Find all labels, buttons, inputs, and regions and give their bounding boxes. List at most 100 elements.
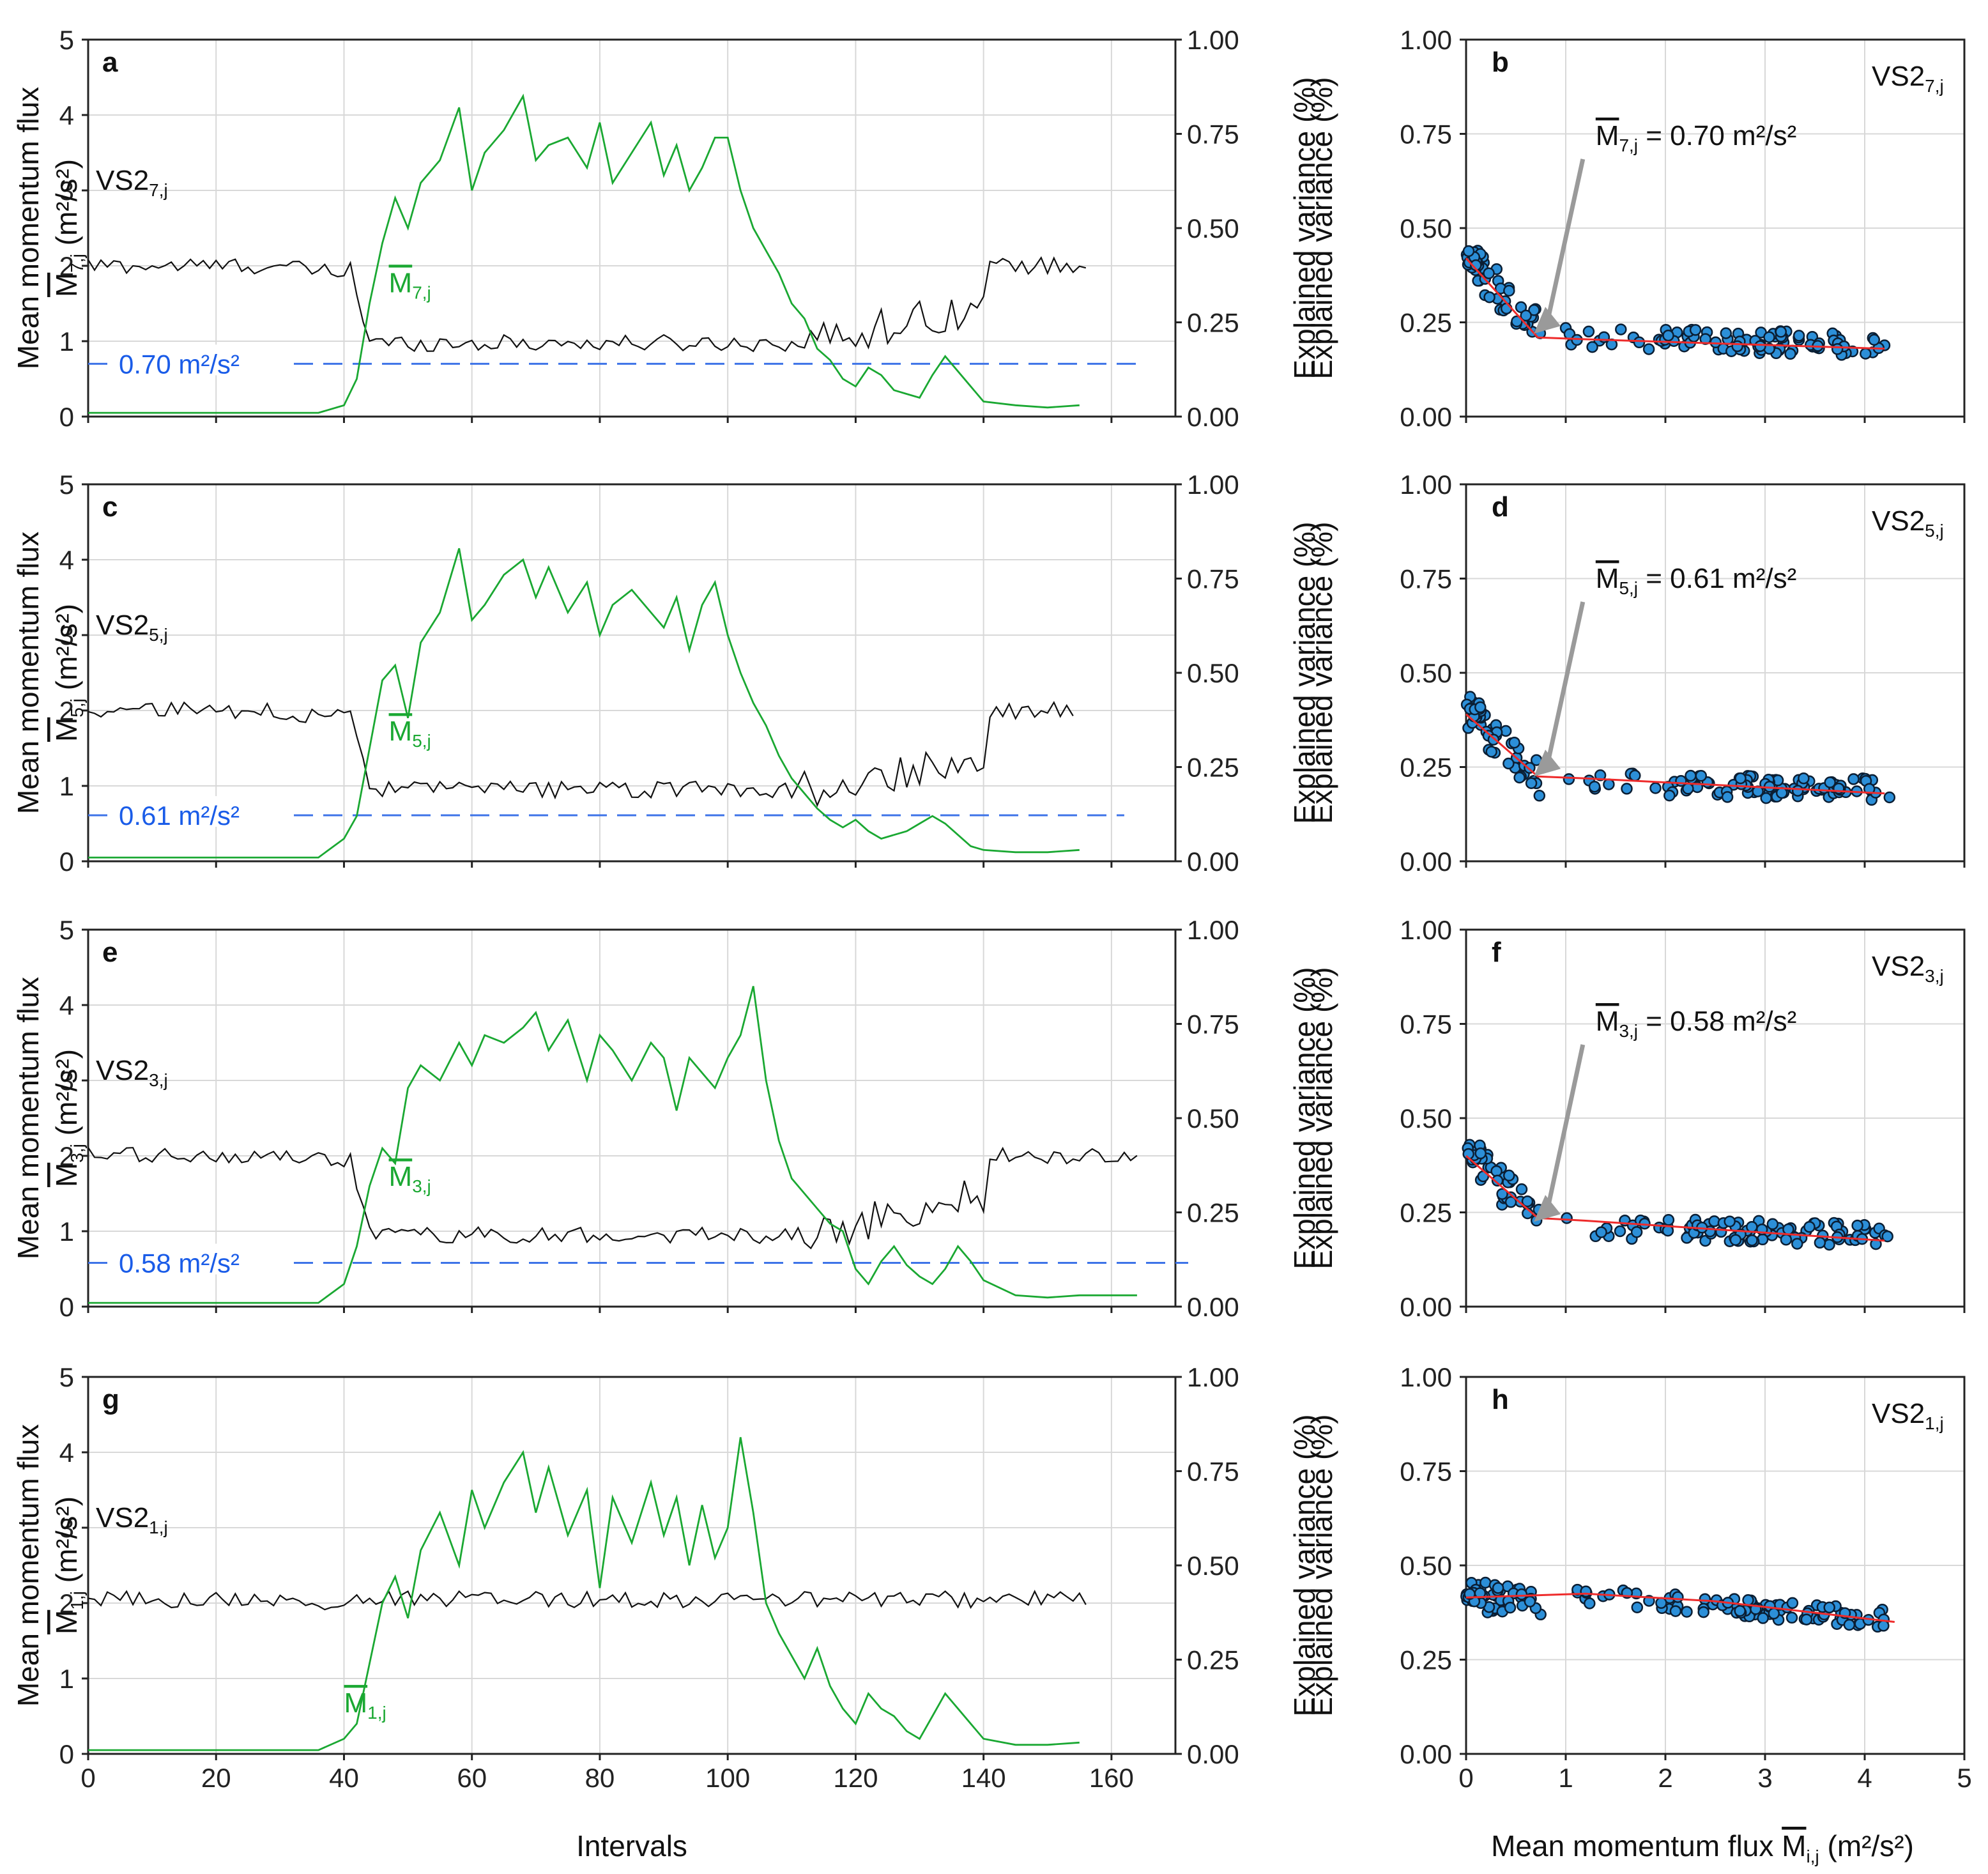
vs2-label: VS23,j [96,1055,168,1090]
y-tick-label: 0 [59,847,74,877]
scatter-point [1504,1196,1517,1208]
y-axis-label: Mean momentum flux [11,532,45,814]
mean-flux-line [88,986,1137,1304]
y-tick-label: 1 [59,326,74,357]
scatter-point [1630,1226,1643,1238]
scatter-point [1681,1606,1693,1618]
vs2-label: VS21,j [96,1502,168,1537]
y-tick-label: 1 [59,1664,74,1694]
y2-tick-label: 0.00 [1187,1739,1239,1769]
panel-letter: h [1492,1384,1509,1415]
scatter-point [1629,769,1641,782]
scatter-point [1462,245,1475,257]
y-tick-label: 3 [59,176,74,206]
scatter-point [1642,343,1655,355]
scatter-point [1675,775,1687,787]
x-tick-label: 140 [961,1763,1006,1793]
x-tick-label: 160 [1089,1763,1134,1793]
scatter-point [1594,769,1607,781]
vs2-label: VS23,j [1872,951,1944,986]
y-axis-label: Mean momentum flux [11,1424,45,1707]
scatter-point [1786,1597,1799,1609]
scatter-point [1474,1147,1487,1160]
scatter-point [1695,769,1708,782]
vs2-label: VS27,j [1872,61,1944,96]
y-tick-label: 0.25 [1400,308,1452,338]
panel-letter: e [102,937,118,968]
scatter-point [1843,1618,1856,1631]
y2-tick-label: 0.50 [1187,658,1239,688]
scatter-point [1780,1233,1793,1246]
annotation-arrow [1545,158,1586,320]
scatter-point [1520,309,1532,322]
y-tick-label: 0.75 [1400,564,1452,594]
x-tick-label: 60 [457,1763,487,1793]
y-axis-label: Explained variance (%) [1305,967,1338,1269]
x-axis-label: Intervals [576,1829,687,1862]
mean-flux-line [88,548,1080,859]
scatter-point [1757,1612,1769,1624]
y-axis-label: M1,j (m²/s²) [50,1496,87,1634]
plot-frame [87,1376,1177,1755]
y2-axis-label: Explained variance (%) [1288,967,1321,1269]
y-tick-label: 4 [59,990,74,1020]
y-tick-label: 1.00 [1400,470,1452,500]
mean-flux-label: M1,j [344,1687,386,1723]
scatter-point [1754,340,1766,352]
y2-tick-label: 0.25 [1187,753,1239,783]
x-tick-label: 0 [1458,1763,1473,1793]
scatter-point [1689,324,1702,336]
scatter-point [1621,783,1633,795]
y2-axis-label: Explained variance (%) [1288,1414,1321,1716]
mean-flux-line [88,1437,1080,1751]
y-tick-label: 5 [59,25,74,55]
scatter-point [1663,789,1676,802]
scatter-point [1533,790,1546,802]
scatter-point [1649,782,1662,794]
scatter-point [1793,330,1805,342]
scatter-point [1697,1606,1709,1618]
y-tick-label: 0 [59,1292,74,1322]
scatter-point [1524,1595,1536,1608]
y-tick-label: 0.50 [1400,213,1452,243]
x-tick-label: 0 [80,1763,95,1793]
y-tick-label: 0.25 [1400,753,1452,783]
scatter-point [1496,1188,1508,1200]
scatter-point [1782,1223,1794,1236]
y-tick-label: 4 [59,100,74,130]
threshold-label: 0.70 m²/s² [119,349,240,379]
scatter-point [1631,1601,1644,1613]
y-tick-label: 2 [59,696,74,726]
y2-tick-label: 0.50 [1187,1103,1239,1133]
x-tick-label: 4 [1857,1763,1872,1793]
y-tick-label: 1 [59,1217,74,1247]
scatter-point [1724,1215,1736,1227]
y2-axis-label: Explained variance (%) [1288,521,1321,824]
scatter-point [1502,1169,1515,1182]
scatter-point [1582,325,1595,338]
scatter-point [1490,1165,1502,1178]
scatter-point [1734,1604,1746,1617]
scatter-point [1785,1611,1798,1624]
vs2-label: VS21,j [1872,1398,1944,1433]
annotation-arrow [1545,601,1586,763]
y-axis-label: Explained variance (%) [1305,1414,1338,1716]
y-tick-label: 3 [59,1066,74,1096]
y2-tick-label: 0.00 [1187,402,1239,432]
threshold-label: 0.58 m²/s² [119,1248,240,1279]
vs2-line [88,700,1074,808]
scatter-point [1729,1234,1742,1246]
y-tick-label: 0.25 [1400,1198,1452,1228]
y-tick-label: 4 [59,1438,74,1468]
y2-tick-label: 1.00 [1187,915,1239,945]
scatter-point [1851,1219,1863,1232]
mean-flux-label: M5,j [389,716,431,751]
scatter-point [1720,327,1732,339]
scatter-point [1870,1238,1882,1250]
y2-tick-label: 0.75 [1187,1010,1239,1040]
mean-flux-label: M7,j [389,267,431,302]
scatter-point [1662,1214,1675,1226]
scatter-point [1521,1195,1534,1208]
y2-tick-label: 1.00 [1187,25,1239,55]
